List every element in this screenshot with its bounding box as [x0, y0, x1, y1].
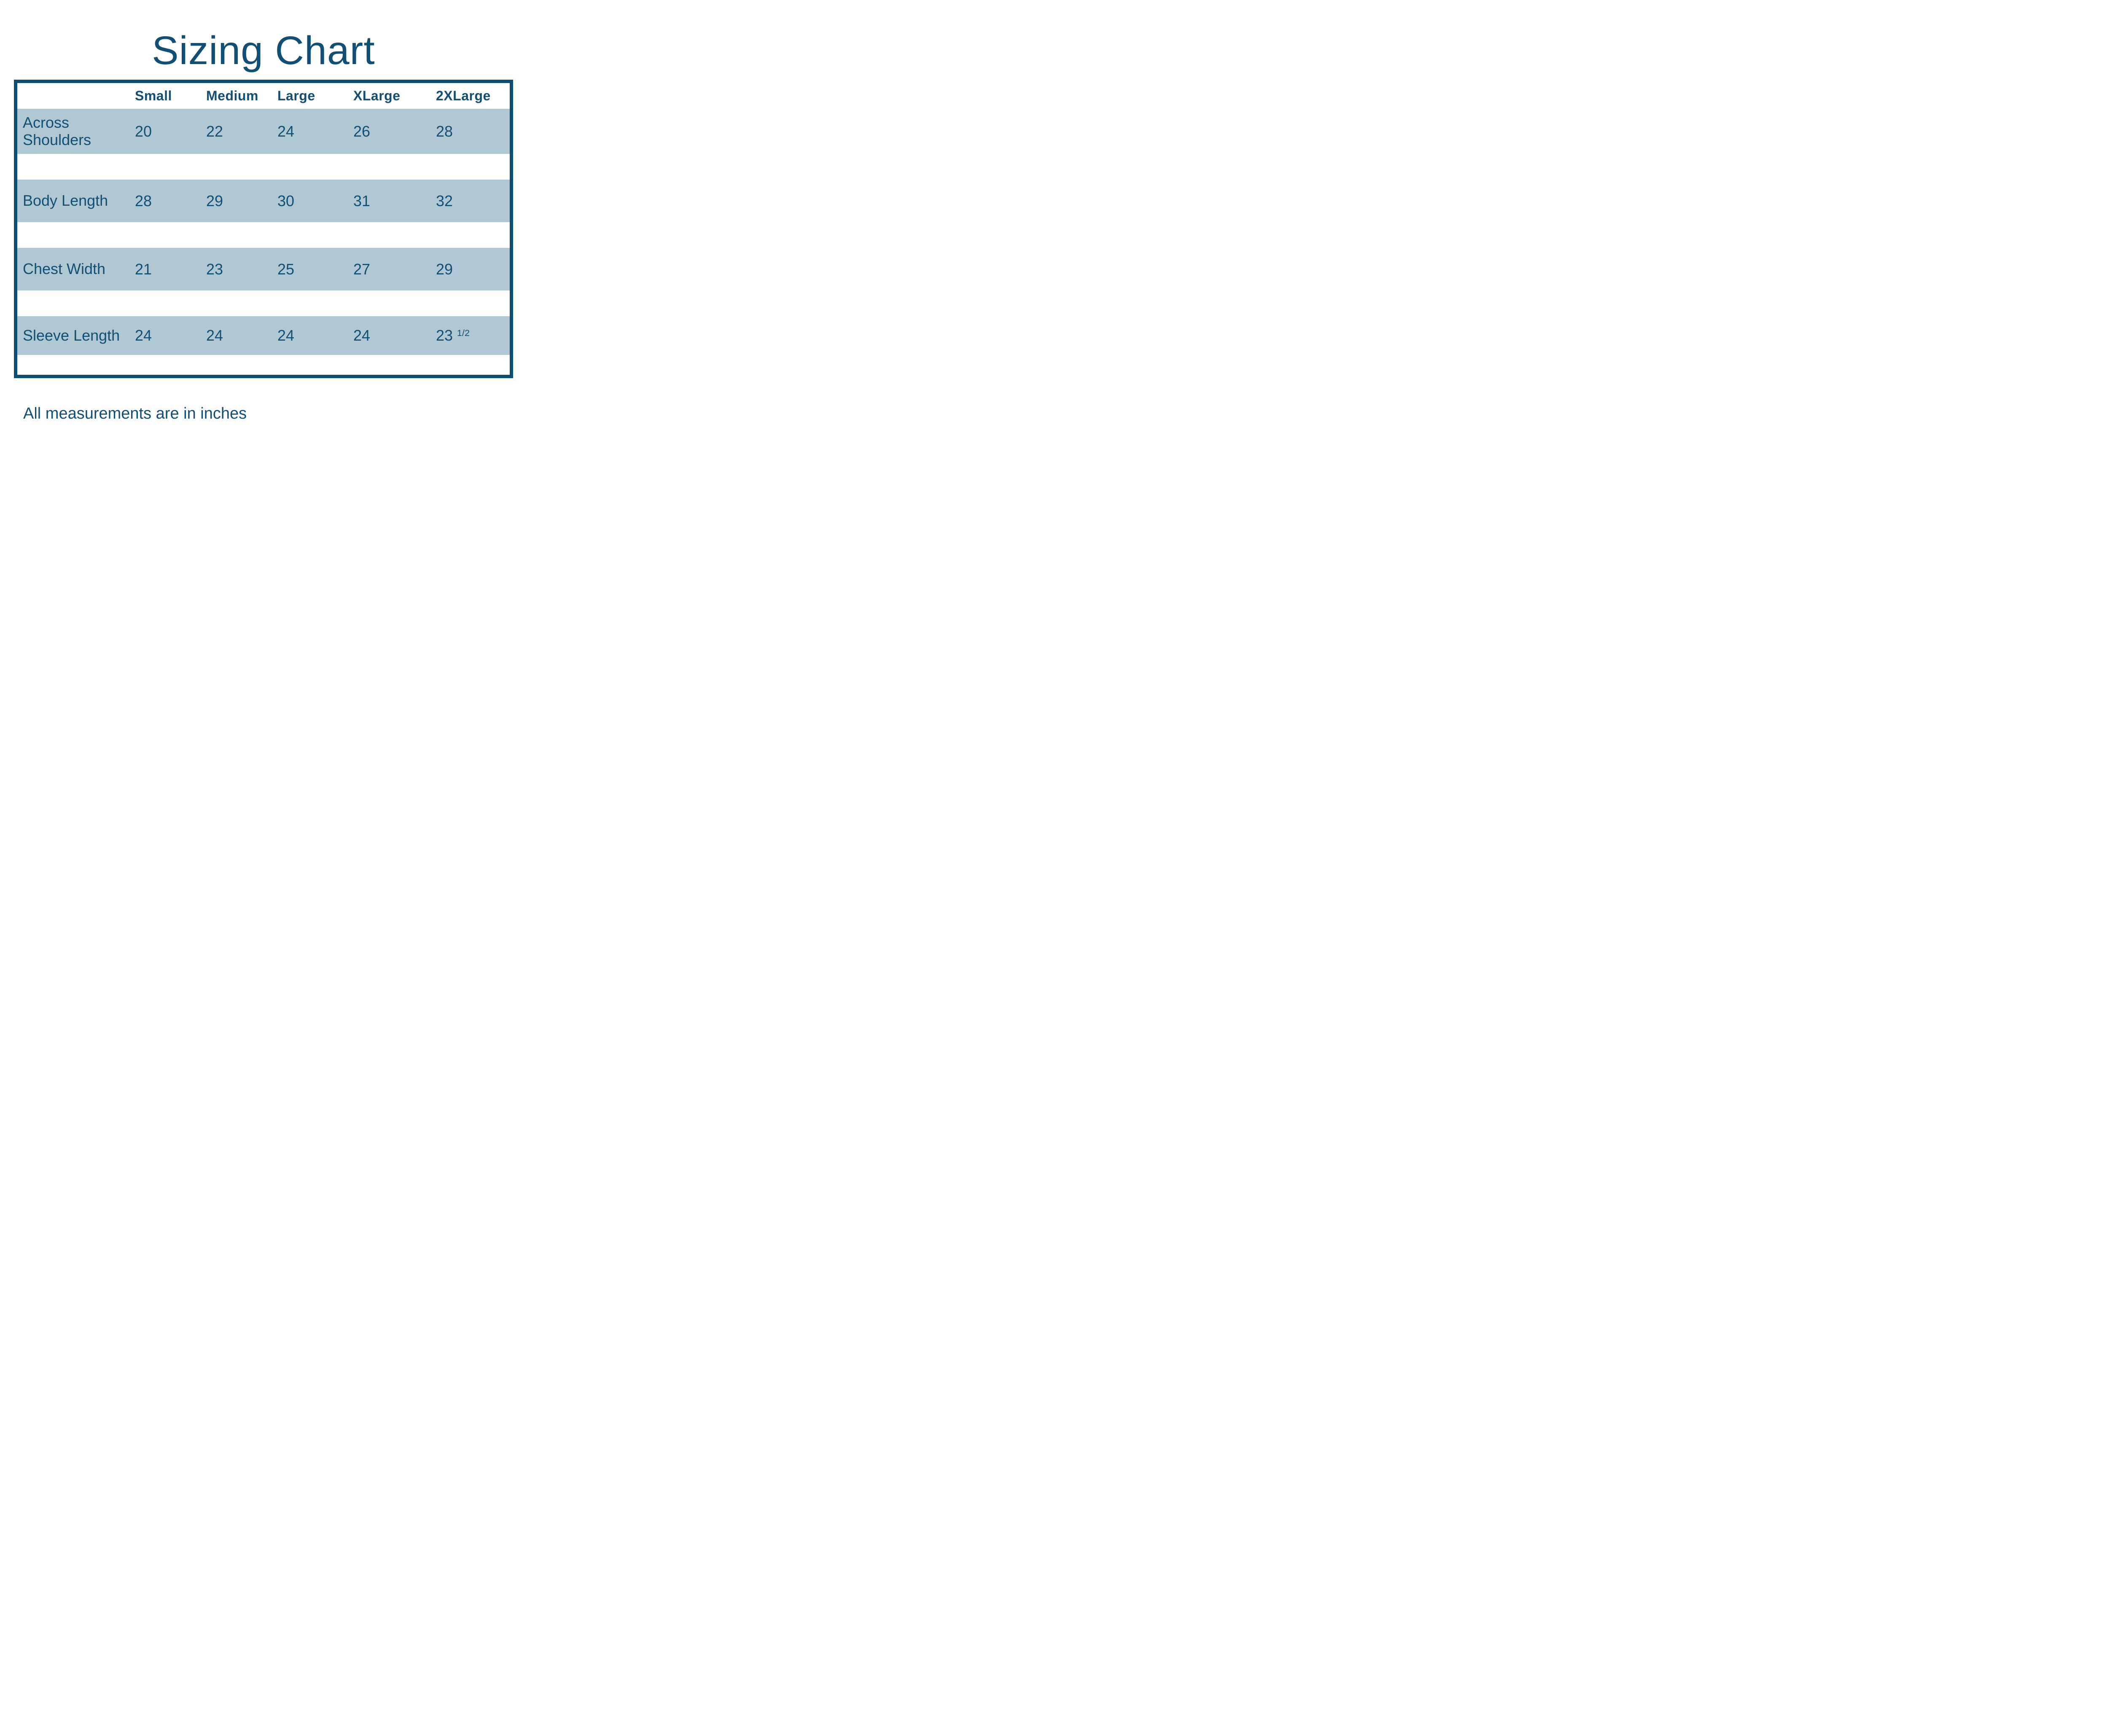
cell-value: 32	[436, 192, 453, 210]
sizing-chart-page: Sizing Chart Small Medium Large XLarge 2XLar…	[0, 0, 527, 434]
cell-value: 24	[353, 327, 371, 344]
value-fraction: 1/2	[457, 328, 470, 338]
measurement-note: All measurements are in inches	[23, 405, 247, 422]
cell-value: 24	[277, 327, 295, 344]
cell-value: 30	[277, 192, 295, 210]
sizing-table: Small Medium Large XLarge 2XLarge Across Sho…	[14, 80, 513, 378]
column-header-medium: Medium	[206, 88, 258, 103]
cell-value: 21	[135, 260, 152, 278]
table-row-chest-width: Chest Width 21 23 25 27 29	[17, 248, 510, 290]
cell-value: 26	[353, 122, 371, 140]
cell-value: 27	[353, 260, 371, 278]
table-row-across-shoulders: Across Shoulders 20 22 24 26 28	[17, 109, 510, 154]
cell-value: 20	[135, 122, 152, 140]
row-label: Chest Width	[23, 260, 106, 278]
table-header-row: Small Medium Large XLarge 2XLarge	[17, 83, 510, 109]
row-label: Across Shoulders	[23, 114, 91, 148]
cell-value: 29	[436, 260, 453, 278]
cell-value: 23	[206, 260, 223, 278]
cell-value: 25	[277, 260, 295, 278]
row-spacer	[17, 222, 510, 248]
table-body: Across Shoulders 20 22 24 26 28 Body Length 28 2…	[17, 109, 510, 375]
cell-value: 28	[135, 192, 152, 210]
cell-value: 24	[206, 327, 223, 344]
cell-value: 24	[277, 122, 295, 140]
row-label: Sleeve Length	[23, 326, 120, 344]
table-row-sleeve-length: Sleeve Length 24 24 24 24 23 1/2	[17, 316, 510, 355]
row-label: Body Length	[23, 192, 108, 210]
column-header-2xlarge: 2XLarge	[436, 88, 491, 103]
row-spacer	[17, 290, 510, 316]
cell-value: 28	[436, 122, 453, 140]
cell-value: 23 1/2	[436, 327, 510, 344]
cell-value: 22	[206, 122, 223, 140]
cell-value: 24	[135, 327, 152, 344]
cell-value: 29	[206, 192, 223, 210]
cell-value: 31	[353, 192, 371, 210]
page-title: Sizing Chart	[152, 28, 375, 73]
column-header-small: Small	[135, 88, 172, 103]
table-bottom-spacer	[17, 355, 510, 375]
table-row-body-length: Body Length 28 29 30 31 32	[17, 180, 510, 222]
column-header-large: Large	[277, 88, 315, 103]
value-base: 23	[436, 327, 453, 344]
row-spacer	[17, 154, 510, 180]
column-header-xlarge: XLarge	[353, 88, 401, 103]
